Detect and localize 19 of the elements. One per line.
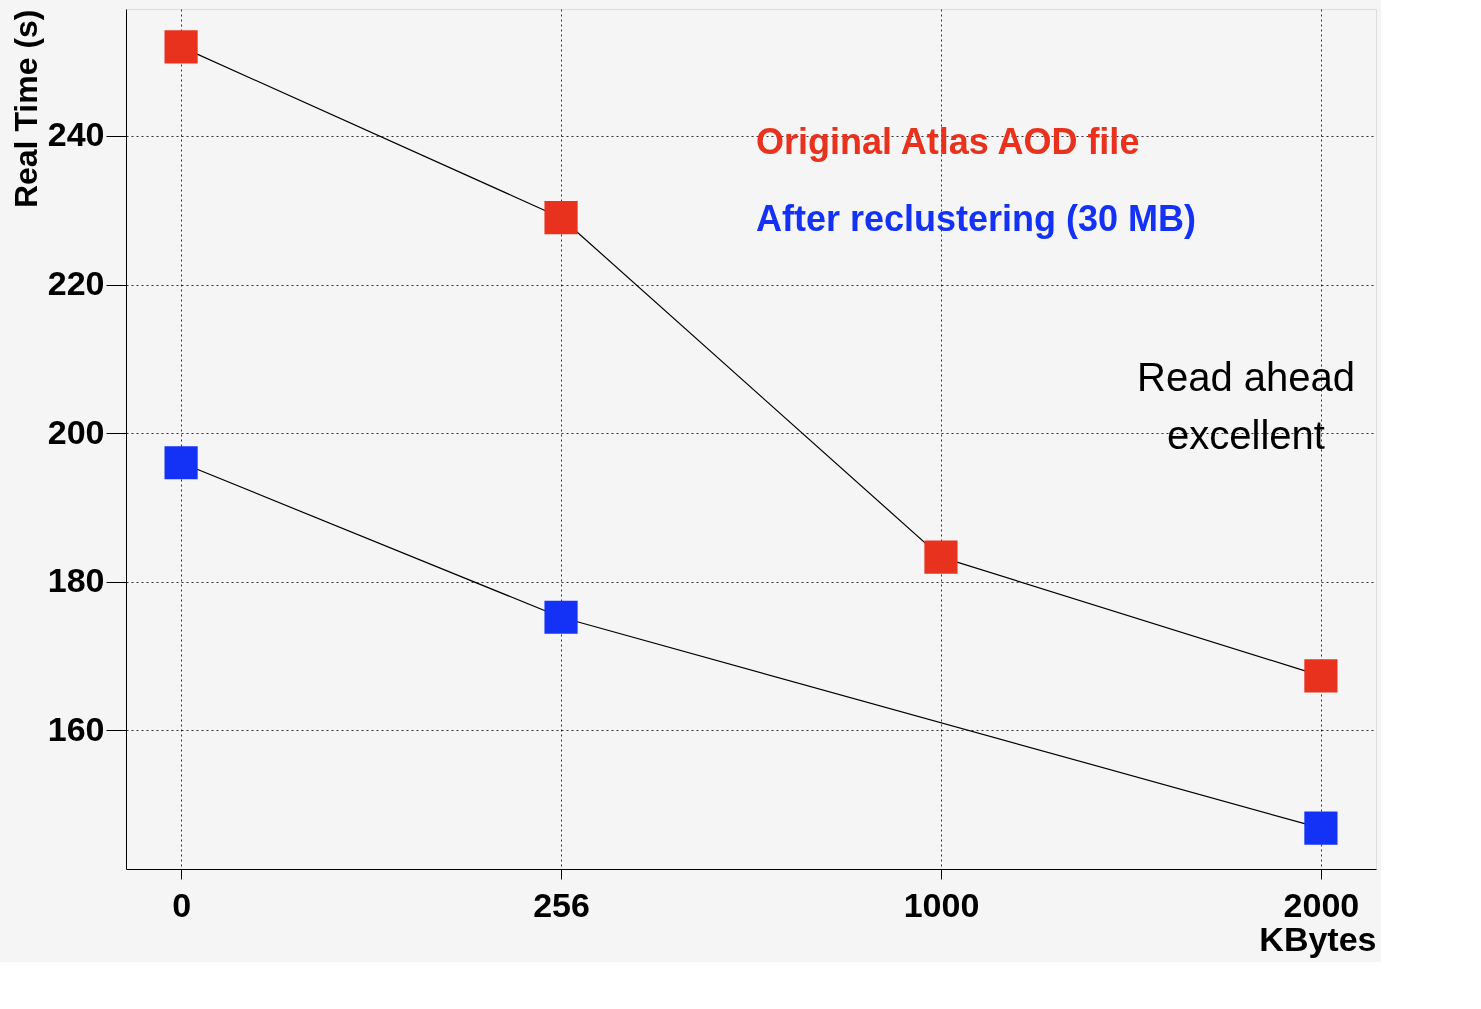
point xyxy=(1304,811,1338,845)
y-tick-label: 220 xyxy=(47,264,105,303)
point xyxy=(164,446,198,480)
point xyxy=(544,600,578,634)
annotation: Read ahead excellent xyxy=(1137,355,1355,457)
point xyxy=(544,201,578,235)
point xyxy=(164,30,198,64)
x-tick-label: 256 xyxy=(533,885,590,924)
x-tick-label: 1000 xyxy=(903,885,980,924)
y-tick-label: 180 xyxy=(47,561,105,600)
point xyxy=(924,540,958,574)
y-axis-title: Real Time (s) xyxy=(7,9,44,209)
x-tick-label: 0 xyxy=(172,885,192,924)
y-tick-label: 160 xyxy=(47,709,105,748)
text: After reclustering (30 MB) xyxy=(756,198,1197,239)
point xyxy=(1304,659,1338,693)
y-tick-label: 240 xyxy=(47,115,105,154)
y-tick-label: 200 xyxy=(47,412,105,451)
text: Original Atlas AOD file xyxy=(756,121,1140,162)
